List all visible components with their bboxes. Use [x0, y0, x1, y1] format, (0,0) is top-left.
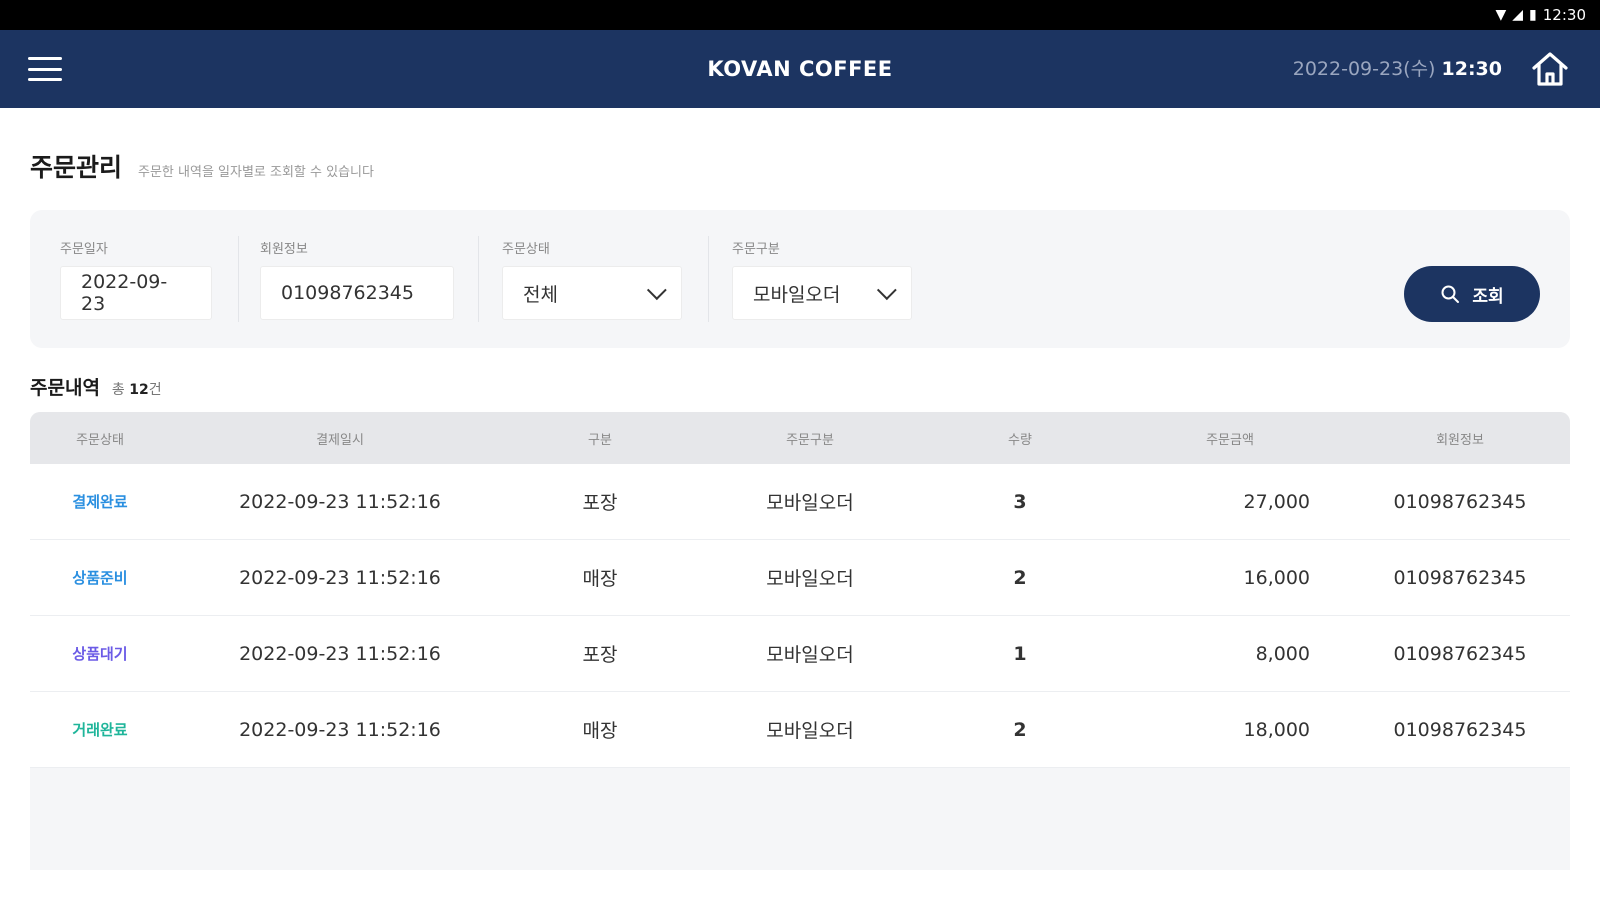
- type-cell: 포장: [582, 492, 618, 514]
- search-button[interactable]: 조회: [1404, 266, 1540, 322]
- order-type-select[interactable]: 모바일오더: [732, 266, 912, 320]
- table-row[interactable]: 거래완료 2022-09-23 11:52:16 매장 모바일오더 2 18,000 010…: [30, 692, 1570, 768]
- list-title: 주문내역: [30, 377, 100, 399]
- chevron-down-icon: [646, 280, 667, 301]
- order-status-cell: 거래완료: [72, 721, 128, 739]
- list-count: 총 12건: [112, 379, 162, 399]
- member-info-field: 회원정보 01098762345: [260, 238, 454, 320]
- hamburger-icon[interactable]: [28, 54, 62, 84]
- column-header: 구분: [588, 432, 612, 448]
- column-header: 주문상태: [76, 432, 124, 448]
- order-status-value: 전체: [523, 283, 558, 306]
- paid-at-cell: 2022-09-23 11:52:16: [239, 490, 441, 513]
- page-title: 주문관리: [30, 153, 123, 182]
- amount-cell: 18,000: [1243, 718, 1310, 741]
- order-type-label: 주문구분: [732, 242, 780, 257]
- table-row[interactable]: 상품대기 2022-09-23 11:52:16 포장 모바일오더 1 8,000 0109…: [30, 616, 1570, 692]
- orders-table: 주문상태 결제일시 구분 주문구분 수량 주문금액 회원정보 결제완료 2022-…: [30, 412, 1570, 870]
- order-type-cell: 모바일오더: [766, 492, 854, 514]
- order-status-field: 주문상태 전체: [502, 238, 682, 320]
- table-row[interactable]: 결제완료 2022-09-23 11:52:16 포장 모바일오더 3 27,000 010…: [30, 464, 1570, 540]
- list-title-row: 주문내역 총 12건: [30, 373, 162, 400]
- table-body: 결제완료 2022-09-23 11:52:16 포장 모바일오더 3 27,000 010…: [30, 464, 1570, 768]
- order-type-field: 주문구분 모바일오더: [732, 238, 912, 320]
- paid-at-cell: 2022-09-23 11:52:16: [239, 566, 441, 589]
- type-cell: 포장: [582, 644, 618, 666]
- quantity-cell: 1: [1013, 642, 1027, 665]
- amount-cell: 27,000: [1243, 490, 1310, 513]
- list-count-value: 12: [129, 382, 149, 398]
- column-header: 회원정보: [1436, 432, 1484, 448]
- header-datetime: 2022-09-23(수) 12:30: [1293, 30, 1502, 108]
- search-icon: [1441, 285, 1460, 303]
- order-date-input[interactable]: 2022-09-23: [60, 266, 212, 320]
- divider: [708, 236, 709, 322]
- filter-panel: 주문일자 2022-09-23 회원정보 01098762345 주문상태 전체…: [30, 210, 1570, 348]
- battery-icon: ▮: [1529, 7, 1537, 23]
- type-cell: 매장: [582, 568, 618, 590]
- table-header: 주문상태 결제일시 구분 주문구분 수량 주문금액 회원정보: [30, 412, 1570, 464]
- member-cell: 01098762345: [1393, 642, 1527, 665]
- order-type-cell: 모바일오더: [766, 568, 854, 590]
- chevron-down-icon: [876, 280, 897, 301]
- column-header: 주문금액: [1206, 432, 1254, 448]
- member-cell: 01098762345: [1393, 718, 1527, 741]
- quantity-cell: 2: [1013, 718, 1027, 741]
- page-subtitle: 주문한 내역을 일자별로 조회할 수 있습니다: [138, 165, 374, 180]
- search-label: 조회: [1472, 286, 1504, 307]
- type-cell: 매장: [582, 720, 618, 742]
- app-header: KOVAN COFFEE 2022-09-23(수) 12:30: [0, 30, 1600, 108]
- member-cell: 01098762345: [1393, 566, 1527, 589]
- home-icon[interactable]: [1530, 50, 1570, 88]
- page-title-row: 주문관리 주문한 내역을 일자별로 조회할 수 있습니다: [30, 148, 374, 184]
- header-time: 12:30: [1441, 58, 1502, 80]
- order-date-field: 주문일자 2022-09-23: [60, 238, 212, 320]
- wifi-icon: ▼: [1495, 7, 1507, 23]
- order-type-cell: 모바일오더: [766, 720, 854, 742]
- column-header: 결제일시: [316, 432, 364, 448]
- order-status-cell: 상품대기: [72, 645, 128, 663]
- status-bar: ▼ ◢ ▮ 12:30: [0, 0, 1600, 30]
- list-count-prefix: 총: [111, 382, 125, 398]
- list-count-suffix: 건: [148, 382, 162, 398]
- quantity-cell: 3: [1013, 490, 1027, 513]
- amount-cell: 16,000: [1243, 566, 1310, 589]
- member-cell: 01098762345: [1393, 490, 1527, 513]
- header-date: 2022-09-23(수): [1292, 58, 1436, 80]
- order-type-value: 모바일오더: [753, 283, 841, 306]
- table-row[interactable]: 상품준비 2022-09-23 11:52:16 매장 모바일오더 2 16,000 010…: [30, 540, 1570, 616]
- column-header: 수량: [1008, 432, 1032, 448]
- order-status-label: 주문상태: [502, 242, 550, 257]
- amount-cell: 8,000: [1255, 642, 1310, 665]
- column-header: 주문구분: [786, 432, 834, 448]
- paid-at-cell: 2022-09-23 11:52:16: [239, 642, 441, 665]
- member-info-input[interactable]: 01098762345: [260, 266, 454, 320]
- signal-icon: ◢: [1512, 7, 1524, 23]
- order-date-label: 주문일자: [60, 242, 108, 257]
- order-status-select[interactable]: 전체: [502, 266, 682, 320]
- order-status-cell: 상품준비: [72, 569, 128, 587]
- divider: [238, 236, 239, 322]
- order-status-cell: 결제완료: [72, 493, 128, 511]
- order-type-cell: 모바일오더: [766, 644, 854, 666]
- paid-at-cell: 2022-09-23 11:52:16: [239, 718, 441, 741]
- member-info-label: 회원정보: [260, 242, 308, 257]
- divider: [478, 236, 479, 322]
- quantity-cell: 2: [1013, 566, 1027, 589]
- status-time: 12:30: [1542, 6, 1586, 24]
